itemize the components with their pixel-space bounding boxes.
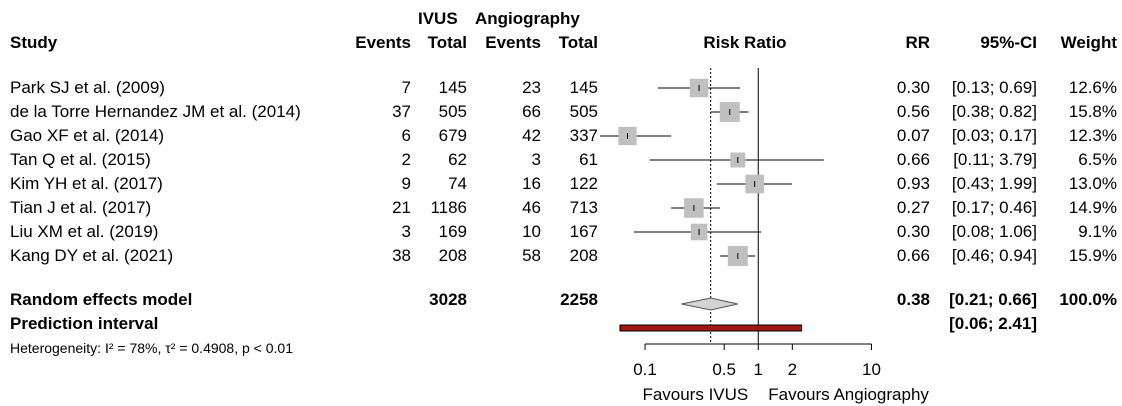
heterogeneity-text: Heterogeneity: I² = 78%, τ² = 0.4908, p …: [10, 340, 293, 356]
random-effects-total-1: 3028: [429, 290, 467, 309]
weight-value: 6.5%: [1078, 150, 1117, 169]
ci-value: [0.38; 0.82]: [951, 102, 1037, 121]
study-name: Tan Q et al. (2015): [10, 150, 151, 169]
total-ivus: 1186: [430, 198, 467, 217]
x-tick-label: 0.1: [633, 360, 657, 379]
x-tick-label: 1: [754, 360, 763, 379]
x-tick-label: 2: [788, 360, 797, 379]
favours-angiography-label: Favours Angiography: [768, 385, 929, 404]
study-name: Kim YH et al. (2017): [10, 174, 163, 193]
header-total-2: Total: [558, 33, 598, 52]
header-rr: RR: [905, 33, 930, 52]
pooled-diamond: [681, 297, 738, 311]
total-angiography: 713: [569, 198, 598, 217]
total-ivus: 505: [438, 102, 467, 121]
study-name: Liu XM et al. (2019): [10, 222, 159, 241]
total-ivus: 679: [438, 126, 467, 145]
ci-value: [0.13; 0.69]: [951, 78, 1037, 97]
total-ivus: 208: [438, 246, 467, 265]
x-tick-label: 0.5: [712, 360, 736, 379]
header-total-1: Total: [427, 33, 467, 52]
events-ivus: 38: [392, 246, 411, 265]
header-weight: Weight: [1060, 33, 1117, 52]
random-effects-rr: 0.38: [896, 290, 930, 309]
weight-value: 15.9%: [1068, 246, 1117, 265]
events-ivus: 21: [392, 198, 411, 217]
header-ci: 95%-CI: [980, 33, 1037, 52]
study-name: Gao XF et al. (2014): [10, 126, 165, 145]
rr-value: 0.27: [896, 198, 930, 217]
ci-value: [0.03; 0.17]: [951, 126, 1037, 145]
total-ivus: 169: [438, 222, 467, 241]
rr-value: 0.30: [896, 222, 930, 241]
header-events-1: Events: [355, 33, 411, 52]
total-angiography: 167: [569, 222, 598, 241]
events-ivus: 2: [401, 150, 411, 169]
total-angiography: 505: [569, 102, 598, 121]
events-angiography: 3: [531, 150, 541, 169]
x-tick-label: 10: [862, 360, 881, 379]
ci-value: [0.46; 0.94]: [951, 246, 1037, 265]
rr-value: 0.56: [896, 102, 930, 121]
events-ivus: 3: [401, 222, 411, 241]
favours-ivus-label: Favours IVUS: [642, 385, 748, 404]
rr-value: 0.93: [896, 174, 930, 193]
prediction-interval-bar: [619, 324, 802, 332]
header-risk-ratio: Risk Ratio: [703, 33, 787, 52]
events-angiography: 10: [522, 222, 541, 241]
total-angiography: 122: [569, 174, 598, 193]
weight-value: 12.6%: [1068, 78, 1117, 97]
prediction-interval-label: Prediction interval: [10, 314, 159, 333]
study-name: de la Torre Hernandez JM et al. (2014): [10, 102, 301, 121]
total-angiography: 145: [569, 78, 598, 97]
weight-value: 14.9%: [1068, 198, 1117, 217]
total-ivus: 74: [448, 174, 467, 193]
events-angiography: 66: [522, 102, 541, 121]
weight-value: 15.8%: [1068, 102, 1117, 121]
ci-value: [0.08; 1.06]: [951, 222, 1037, 241]
events-ivus: 7: [401, 78, 411, 97]
total-ivus: 62: [448, 150, 467, 169]
header-study: Study: [10, 33, 58, 52]
prediction-interval-ci: [0.06; 2.41]: [949, 314, 1037, 333]
events-ivus: 6: [401, 126, 411, 145]
ci-value: [0.17; 0.46]: [951, 198, 1037, 217]
study-name: Park SJ et al. (2009): [10, 78, 165, 97]
events-ivus: 37: [392, 102, 411, 121]
study-name: Kang DY et al. (2021): [10, 246, 174, 265]
events-angiography: 46: [522, 198, 541, 217]
rr-value: 0.66: [896, 246, 930, 265]
header-events-2: Events: [485, 33, 541, 52]
total-angiography: 337: [569, 126, 598, 145]
weight-value: 12.3%: [1068, 126, 1117, 145]
ci-value: [0.11; 3.79]: [953, 150, 1037, 169]
total-ivus: 145: [438, 78, 467, 97]
events-angiography: 58: [522, 246, 541, 265]
study-name: Tian J et al. (2017): [10, 198, 152, 217]
random-effects-label: Random effects model: [10, 290, 193, 309]
random-effects-weight: 100.0%: [1059, 290, 1117, 309]
random-effects-ci: [0.21; 0.66]: [949, 290, 1037, 309]
header-group1: IVUS: [418, 9, 458, 28]
events-angiography: 42: [522, 126, 541, 145]
rr-value: 0.30: [896, 78, 930, 97]
events-ivus: 9: [401, 174, 411, 193]
events-angiography: 16: [522, 174, 541, 193]
total-angiography: 61: [579, 150, 598, 169]
rr-value: 0.66: [896, 150, 930, 169]
events-angiography: 23: [522, 78, 541, 97]
weight-value: 9.1%: [1078, 222, 1117, 241]
header-group2: Angiography: [475, 9, 580, 28]
ci-value: [0.43; 1.99]: [951, 174, 1037, 193]
weight-value: 13.0%: [1068, 174, 1117, 193]
total-angiography: 208: [569, 246, 598, 265]
rr-value: 0.07: [896, 126, 930, 145]
random-effects-total-2: 2258: [560, 290, 598, 309]
